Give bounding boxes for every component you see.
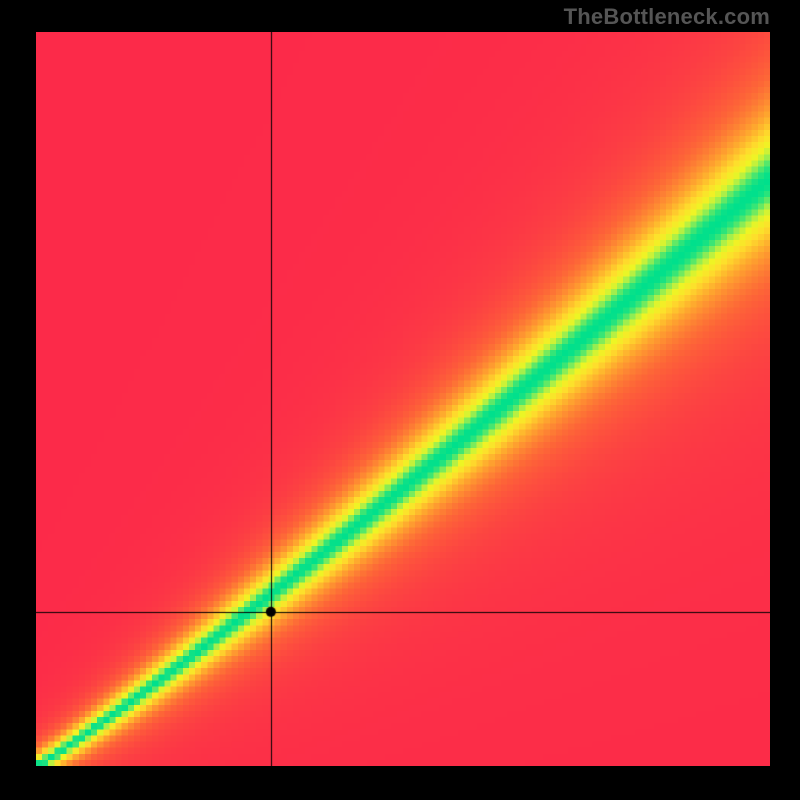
- chart-stage: TheBottleneck.com: [0, 0, 800, 800]
- crosshair-overlay: [36, 32, 770, 766]
- watermark-label: TheBottleneck.com: [564, 4, 770, 30]
